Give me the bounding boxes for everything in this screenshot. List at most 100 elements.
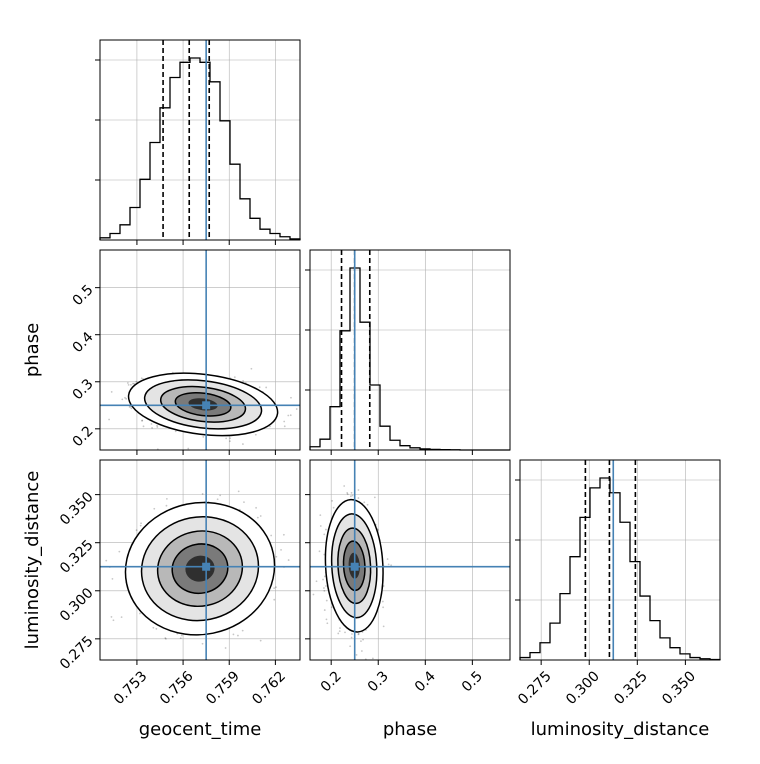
sample-point xyxy=(202,436,205,438)
sample-point xyxy=(233,376,236,378)
sample-point xyxy=(259,515,262,517)
sample-point xyxy=(126,382,129,384)
sample-point xyxy=(373,496,376,499)
sample-point xyxy=(351,633,353,635)
sample-point xyxy=(287,414,290,417)
sample-point xyxy=(228,440,231,443)
sample-point xyxy=(346,492,349,494)
panel-frame xyxy=(309,249,511,451)
sample-point xyxy=(283,425,286,428)
x-axis-label-luminosity_distance: luminosity_distance xyxy=(531,719,710,740)
sample-point xyxy=(362,638,364,641)
sample-point xyxy=(120,616,123,619)
sample-point xyxy=(325,618,328,621)
sample-point xyxy=(349,645,352,648)
sample-point xyxy=(165,504,168,507)
panel-frame xyxy=(99,249,301,451)
density-contour-4 xyxy=(185,555,215,582)
truth-marker xyxy=(202,401,211,410)
sample-point xyxy=(130,407,133,410)
sample-point xyxy=(254,433,257,436)
sample-point xyxy=(151,427,153,429)
sample-point xyxy=(290,396,292,399)
histogram-step-geocent_time xyxy=(99,57,301,240)
sample-point xyxy=(164,637,167,639)
y-tick-label-phase: 0.3 xyxy=(70,376,97,403)
sample-point xyxy=(280,548,282,551)
y-tick-label-phase: 0.5 xyxy=(70,282,97,309)
sample-point xyxy=(330,606,333,609)
sample-point xyxy=(315,580,318,583)
y-axis-label-luminosity_distance: luminosity_distance xyxy=(22,471,43,650)
sample-point xyxy=(179,637,182,640)
sample-point xyxy=(156,424,158,427)
sample-point xyxy=(305,507,307,509)
x-tick-label-luminosity_distance: 0.300 xyxy=(563,668,603,708)
sample-point xyxy=(323,587,325,589)
sample-point xyxy=(224,647,227,649)
sample-point xyxy=(366,503,369,506)
sample-point xyxy=(339,627,341,629)
sample-point xyxy=(337,632,340,635)
truth-marker xyxy=(350,562,359,571)
sample-point xyxy=(124,396,126,399)
y-tick-label-luminosity_distance: 0.300 xyxy=(57,585,97,625)
sample-point xyxy=(322,578,324,581)
sample-point xyxy=(323,533,326,536)
sample-point xyxy=(273,598,276,601)
sample-point xyxy=(139,612,141,615)
sample-point xyxy=(386,558,389,560)
scatter-panel-phase-luminosity_distance xyxy=(305,459,511,665)
sample-point xyxy=(270,534,273,537)
panel-frame xyxy=(99,459,301,661)
sample-point xyxy=(180,634,183,637)
x-tick-label-geocent_time: 0.753 xyxy=(111,668,151,708)
sample-point xyxy=(155,627,158,630)
sample-point xyxy=(112,619,115,622)
sample-point xyxy=(319,514,322,517)
sample-point xyxy=(140,377,143,380)
sample-point xyxy=(165,498,168,500)
sample-point xyxy=(174,430,177,433)
x-tick-label-luminosity_distance: 0.275 xyxy=(515,668,555,708)
sample-point xyxy=(344,631,346,634)
histogram-step-phase xyxy=(309,267,510,451)
sample-point xyxy=(165,637,167,640)
sample-point xyxy=(243,501,245,504)
sample-point xyxy=(153,507,156,510)
sample-point xyxy=(256,516,259,519)
x-tick-label-phase: 0.2 xyxy=(318,668,345,695)
hist-panel-geocent_time xyxy=(95,39,301,245)
sample-point xyxy=(357,633,360,636)
panel-frame xyxy=(519,459,721,661)
sample-point xyxy=(121,398,124,401)
panel-content xyxy=(100,250,300,450)
sample-point xyxy=(295,408,298,410)
sample-point xyxy=(355,653,358,656)
sample-point xyxy=(242,443,244,445)
panel-content xyxy=(100,460,307,660)
sample-point xyxy=(152,626,155,629)
sample-point xyxy=(371,657,374,660)
sample-point xyxy=(110,616,113,618)
sample-point xyxy=(331,499,334,502)
sample-point xyxy=(357,489,360,491)
sample-point xyxy=(351,494,354,497)
x-tick-label-phase: 0.3 xyxy=(365,668,392,695)
sample-point xyxy=(349,495,352,498)
sample-point xyxy=(128,406,131,408)
sample-point xyxy=(346,493,349,496)
sample-point xyxy=(141,419,143,422)
sample-point xyxy=(289,414,292,417)
sample-point xyxy=(141,419,144,422)
panel-content xyxy=(310,460,510,660)
sample-point xyxy=(357,497,360,499)
sample-point xyxy=(390,564,393,567)
sample-point xyxy=(150,423,153,425)
sample-point xyxy=(287,559,290,561)
x-tick-label-phase: 0.5 xyxy=(459,668,486,695)
sample-point xyxy=(250,367,253,370)
sample-point xyxy=(381,600,384,603)
sample-point xyxy=(232,633,235,636)
sample-point xyxy=(350,636,353,639)
